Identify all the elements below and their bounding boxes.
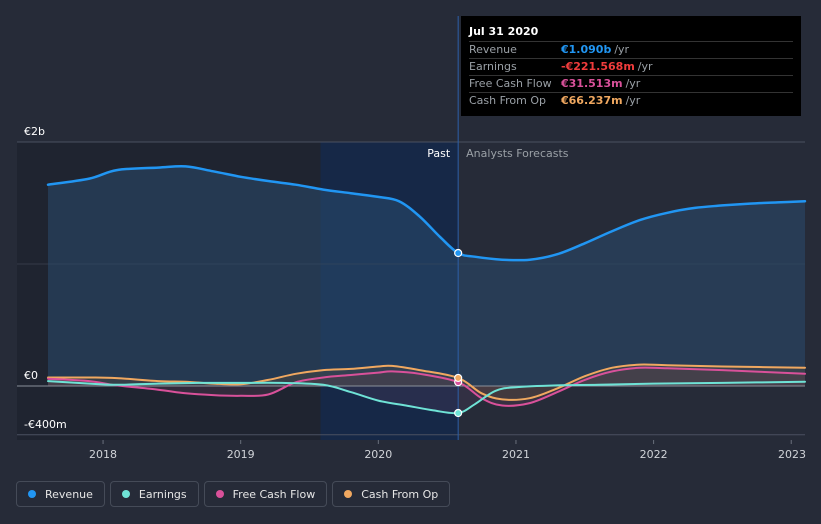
series-area-free-cash-flow <box>48 367 805 406</box>
forecast-label: Analysts Forecasts <box>466 147 569 160</box>
tooltip-row-free-cash-flow: Free Cash Flow €31.513m /yr <box>469 75 793 92</box>
tooltip-label: Free Cash Flow <box>469 77 552 90</box>
x-tick-label: 2020 <box>364 448 392 461</box>
series-area-cash-from-op <box>48 364 805 400</box>
y-tick-label: -€400m <box>24 418 67 431</box>
legend-item-free-cash-flow[interactable]: Free Cash Flow <box>203 481 328 507</box>
legend-item-cash-from-op[interactable]: Cash From Op <box>332 481 451 507</box>
y-tick-label: €0 <box>24 369 38 382</box>
series-area-earnings <box>48 381 805 414</box>
past-label: Past <box>427 147 451 160</box>
y-tick-label: €2b <box>24 125 45 138</box>
revenue-area <box>48 166 805 386</box>
tooltip-value: -€221.568m <box>561 60 635 73</box>
series-line-earnings <box>47 380 806 415</box>
tooltip: Jul 31 2020 Revenue €1.090b /yr Earnings… <box>461 16 801 116</box>
x-tick-label: 2022 <box>640 448 668 461</box>
tooltip-unit: /yr <box>614 43 630 56</box>
marker-revenue <box>454 248 463 258</box>
tooltip-value: €1.090b <box>561 43 612 56</box>
legend-label: Cash From Op <box>361 487 439 501</box>
legend-dot-icon <box>121 490 130 498</box>
legend-dot-icon <box>215 490 224 498</box>
tooltip-row-cash-from-op: Cash From Op €66.237m /yr <box>469 92 793 109</box>
marker-earnings <box>454 408 463 418</box>
tooltip-unit: /yr <box>637 60 653 73</box>
series-line-cash-from-op <box>47 363 806 401</box>
tooltip-unit: /yr <box>625 94 641 107</box>
tooltip-row-revenue: Revenue €1.090b /yr <box>469 41 793 58</box>
legend-dot-icon <box>344 490 353 498</box>
legend-label: Revenue <box>45 487 93 501</box>
legend-dot-icon <box>28 490 36 498</box>
series-line-revenue <box>46 165 807 262</box>
x-tick-label: 2018 <box>89 448 117 461</box>
tooltip-unit: /yr <box>625 77 641 90</box>
tooltip-row-earnings: Earnings -€221.568m /yr <box>469 58 793 75</box>
legend: Revenue Earnings Free Cash Flow Cash Fro… <box>16 481 451 507</box>
x-tick-label: 2019 <box>227 448 255 461</box>
tooltip-label: Revenue <box>469 43 517 56</box>
legend-item-revenue[interactable]: Revenue <box>16 481 105 507</box>
marker-cash-from-op <box>454 373 463 383</box>
x-tick-label: 2021 <box>502 448 530 461</box>
tooltip-value: €31.513m <box>561 77 623 90</box>
tooltip-value: €66.237m <box>561 94 623 107</box>
legend-item-earnings[interactable]: Earnings <box>109 481 199 507</box>
legend-label: Earnings <box>138 487 187 501</box>
series-line-free-cash-flow <box>47 366 806 407</box>
tooltip-label: Cash From Op <box>469 94 547 107</box>
tooltip-label: Earnings <box>469 60 517 73</box>
x-tick-label: 2023 <box>778 448 806 461</box>
legend-label: Free Cash Flow <box>232 487 316 501</box>
tooltip-date: Jul 31 2020 <box>469 25 539 38</box>
